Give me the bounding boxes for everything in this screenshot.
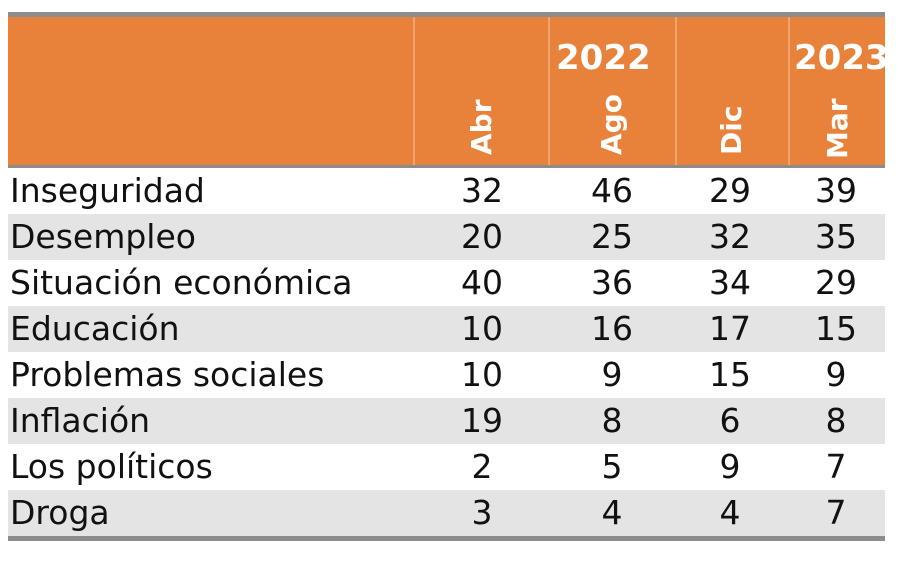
cell-value: 10 <box>461 355 503 394</box>
table-row: Inflación 19 8 6 8 <box>8 398 885 444</box>
cell-value: 35 <box>815 217 857 256</box>
cell-value: 4 <box>719 493 741 532</box>
data-table: 2022 2023 Abr Ago Dic Mar Inseguridad 32 4… <box>8 12 889 541</box>
cell-value: 7 <box>825 447 847 486</box>
cell-value: 15 <box>709 355 751 394</box>
cell-value: 7 <box>825 493 847 532</box>
table-row: Inseguridad 32 46 29 39 <box>8 168 885 214</box>
cell-value: 3 <box>471 493 493 532</box>
cell-value: 5 <box>601 447 623 486</box>
row-label: Educación <box>10 309 180 348</box>
cell-value: 9 <box>719 447 741 486</box>
cell-value: 8 <box>601 401 623 440</box>
table-row: Educación 10 16 17 15 <box>8 306 885 352</box>
table-header: 2022 2023 Abr Ago Dic Mar <box>8 17 889 165</box>
cell-value: 46 <box>591 171 633 210</box>
table-row: Problemas sociales 10 9 15 9 <box>8 352 885 398</box>
column-header-dic: Dic <box>715 105 748 155</box>
row-label: Problemas sociales <box>10 355 325 394</box>
cell-value: 39 <box>815 171 857 210</box>
cell-value: 6 <box>719 401 741 440</box>
cell-value: 25 <box>591 217 633 256</box>
cell-value: 17 <box>709 309 751 348</box>
cell-value: 29 <box>815 263 857 302</box>
column-header-ago: Ago <box>595 94 628 155</box>
row-label: Situación económica <box>10 263 353 302</box>
cell-value: 15 <box>815 309 857 348</box>
cell-value: 9 <box>601 355 623 394</box>
cell-value: 16 <box>591 309 633 348</box>
header-divider <box>675 17 677 165</box>
year-2023-label: 2023 <box>794 38 889 78</box>
table-row: Desempleo 20 25 32 35 <box>8 214 885 260</box>
row-label: Desempleo <box>10 217 196 256</box>
cell-value: 9 <box>825 355 847 394</box>
row-label: Los políticos <box>10 447 213 486</box>
table-row: Droga 3 4 4 7 <box>8 490 885 536</box>
table-row: Los políticos 2 5 9 7 <box>8 444 885 490</box>
cell-value: 2 <box>471 447 493 486</box>
row-label: Inseguridad <box>10 171 205 210</box>
column-header-abr: Abr <box>465 99 498 155</box>
cell-value: 32 <box>461 171 503 210</box>
header-divider <box>548 17 550 165</box>
cell-value: 10 <box>461 309 503 348</box>
cell-value: 36 <box>591 263 633 302</box>
year-2022-label: 2022 <box>556 38 651 78</box>
cell-value: 29 <box>709 171 751 210</box>
table-body: Inseguridad 32 46 29 39 Desempleo 20 25 32 35 Situ… <box>8 168 885 536</box>
table-row: Situación económica 40 36 34 29 <box>8 260 885 306</box>
cell-value: 20 <box>461 217 503 256</box>
row-label: Droga <box>10 493 110 532</box>
header-divider <box>788 17 790 165</box>
cell-value: 4 <box>601 493 623 532</box>
top-rule <box>8 12 885 17</box>
cell-value: 19 <box>461 401 503 440</box>
column-header-mar: Mar <box>821 98 854 159</box>
row-label: Inflación <box>10 401 151 440</box>
header-divider <box>413 17 415 165</box>
header-rule <box>8 165 885 168</box>
cell-value: 8 <box>825 401 847 440</box>
cell-value: 34 <box>709 263 751 302</box>
cell-value: 32 <box>709 217 751 256</box>
bottom-rule <box>8 536 885 541</box>
cell-value: 40 <box>461 263 503 302</box>
